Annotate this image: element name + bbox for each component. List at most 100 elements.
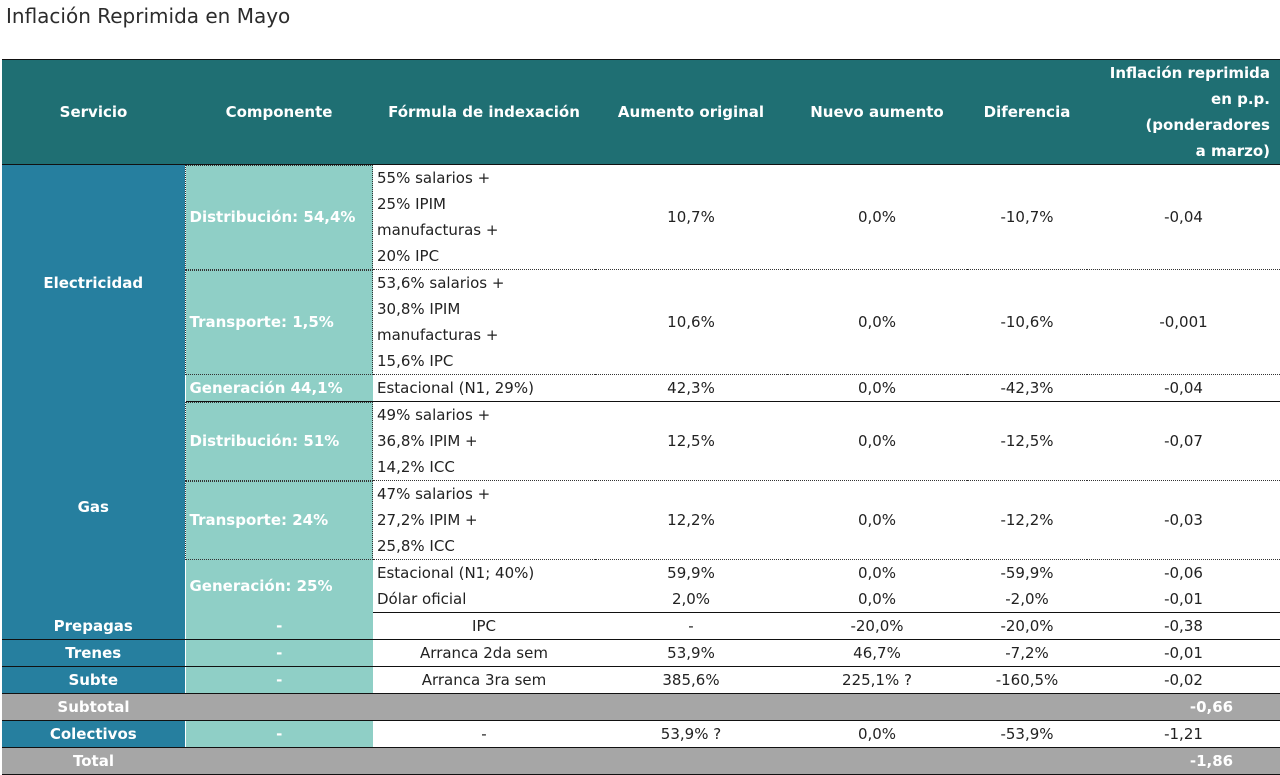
- servicio-electricidad: Electricidad: [2, 164, 186, 402]
- formula-line: 14,2% ICC: [377, 458, 455, 476]
- formula-line: 36,8% IPIM +: [377, 432, 478, 450]
- formula-cell: Estacional (N1, 29%): [373, 374, 595, 402]
- subtotal-spacer: [185, 693, 1087, 721]
- subtotal-label: Subtotal: [2, 693, 185, 721]
- formula-line: 47% salarios +: [377, 485, 491, 503]
- componente-cell: Generación: 25%: [185, 559, 373, 613]
- nuevo-aumento-cell: 0,0%: [857, 564, 897, 582]
- diferencia-cell: -12,5%: [967, 401, 1087, 481]
- aumento-original-cell: 59,9%: [667, 564, 715, 582]
- total-row: Total -1,86: [2, 747, 1280, 775]
- nuevo-aumento-cell: -20,0%: [787, 612, 967, 640]
- inflacion-cell: -0,01: [1087, 586, 1280, 613]
- table-row: Trenes - Arranca 2da sem 53,9% 46,7% -7,…: [2, 639, 1280, 667]
- inflation-table: Servicio Componente Fórmula de indexació…: [2, 59, 1280, 775]
- inflacion-cell: -0,03: [1087, 480, 1280, 560]
- inflacion-cell: -0,001: [1087, 269, 1280, 375]
- formula-cell: Dólar oficial: [373, 586, 595, 613]
- header-inflacion-line3: a marzo): [1195, 142, 1270, 160]
- diferencia-cell: -10,7%: [967, 164, 1087, 270]
- table-row: Transporte: 1,5% 53,6% salarios + 30,8% …: [2, 269, 1280, 375]
- aumento-original-cell: 12,5%: [595, 401, 787, 481]
- subtotal-value: -0,66: [1087, 693, 1280, 721]
- componente-cell: -: [185, 612, 373, 640]
- aumento-original-cell: 10,6%: [595, 269, 787, 375]
- table-row: Subte - Arranca 3ra sem 385,6% 225,1% ? …: [2, 666, 1280, 694]
- header-diferencia: Diferencia: [967, 59, 1087, 165]
- servicio-colectivos: Colectivos: [2, 720, 186, 748]
- componente-cell: -: [185, 720, 373, 748]
- formula-cell: Arranca 3ra sem: [373, 666, 595, 694]
- aumento-original-cell: 385,6%: [595, 666, 787, 694]
- table-row: Colectivos - - 53,9% ? 0,0% -53,9% -1,21: [2, 720, 1280, 748]
- nuevo-aumento-cell: 0,0%: [787, 164, 967, 270]
- componente-cell: Distribución: 51%: [185, 401, 373, 481]
- header-aumento-original: Aumento original: [595, 59, 787, 165]
- componente-cell: -: [185, 639, 373, 667]
- inflacion-cell: -0,38: [1087, 612, 1280, 640]
- formula-line: 25,8% ICC: [377, 537, 455, 555]
- inflacion-cell: -1,21: [1087, 720, 1280, 748]
- total-label: Total: [2, 747, 185, 775]
- componente-cell: Transporte: 1,5%: [185, 269, 373, 375]
- formula-cell: 53,6% salarios + 30,8% IPIM manufacturas…: [373, 269, 595, 375]
- aumento-original-cell: 10,7%: [595, 164, 787, 270]
- formula-cell: 49% salarios + 36,8% IPIM + 14,2% ICC: [373, 401, 595, 481]
- header-servicio: Servicio: [2, 59, 185, 165]
- table-row: Generación 44,1% Estacional (N1, 29%) 42…: [2, 374, 1280, 402]
- diferencia-cell: -53,9%: [967, 720, 1087, 748]
- inflacion-cell: -0,02: [1087, 666, 1280, 694]
- servicio-prepagas: Prepagas: [2, 612, 186, 640]
- nuevo-aumento-cell: 0,0%: [787, 401, 967, 481]
- table-row: Dólar oficial 2,0% 0,0% -2,0% -0,01: [2, 586, 1280, 613]
- formula-cell: 47% salarios + 27,2% IPIM + 25,8% ICC: [373, 480, 595, 560]
- diferencia-cell: -59,9%: [1000, 564, 1054, 582]
- formula-line: manufacturas +: [377, 326, 499, 344]
- inflacion-cell: -0,07: [1087, 401, 1280, 481]
- total-value: -1,86: [1087, 747, 1280, 775]
- servicio-trenes: Trenes: [2, 639, 186, 667]
- header-inflacion-line1: Inflación reprimida: [1109, 64, 1270, 82]
- subtotal-row: Subtotal -0,66: [2, 693, 1280, 721]
- inflacion-cell: -0,06: [1164, 564, 1203, 582]
- formula-cell: IPC: [373, 612, 595, 640]
- componente-cell: Distribución: 54,4%: [185, 164, 373, 270]
- inflacion-cell: -0,04: [1087, 164, 1280, 270]
- nuevo-aumento-cell: 0,0%: [787, 374, 967, 402]
- componente-cell: -: [185, 666, 373, 694]
- aumento-original-cell: 2,0%: [595, 586, 787, 613]
- table-row: Generación: 25% Estacional (N1; 40%) 59,…: [2, 559, 1280, 613]
- header-formula: Fórmula de indexación: [373, 59, 595, 165]
- table-row: Gas Distribución: 51% 49% salarios + 36,…: [2, 401, 1280, 613]
- diferencia-cell: -7,2%: [967, 639, 1087, 667]
- diferencia-cell: -160,5%: [967, 666, 1087, 694]
- inflacion-cell: -0,04: [1087, 374, 1280, 402]
- formula-cell: Estacional (N1; 40%): [377, 564, 535, 582]
- table-header-row: Servicio Componente Fórmula de indexació…: [2, 59, 1280, 165]
- formula-cell: Arranca 2da sem: [373, 639, 595, 667]
- table-row: Electricidad Distribución: 54,4% 55% sal…: [2, 164, 1280, 402]
- aumento-original-cell: 53,9%: [595, 639, 787, 667]
- diferencia-cell: -42,3%: [967, 374, 1087, 402]
- aumento-original-cell: -: [595, 612, 787, 640]
- formula-line: 20% IPC: [377, 247, 440, 265]
- table-row: Prepagas - IPC - -20,0% -20,0% -0,38: [2, 612, 1280, 640]
- header-componente: Componente: [185, 59, 373, 165]
- header-nuevo-aumento: Nuevo aumento: [787, 59, 967, 165]
- aumento-original-cell: 53,9% ?: [595, 720, 787, 748]
- diferencia-cell: -12,2%: [967, 480, 1087, 560]
- formula-cell: -: [373, 720, 595, 748]
- diferencia-cell: -2,0%: [967, 586, 1087, 613]
- componente-cell: Transporte: 24%: [185, 480, 373, 560]
- formula-line: 15,6% IPC: [377, 352, 454, 370]
- page-title: Inflación Reprimida en Mayo: [6, 4, 291, 28]
- aumento-original-cell: 12,2%: [595, 480, 787, 560]
- formula-line: 53,6% salarios +: [377, 274, 505, 292]
- formula-line: 27,2% IPIM +: [377, 511, 478, 529]
- table-row: Transporte: 24% 47% salarios + 27,2% IPI…: [2, 480, 1280, 560]
- nuevo-aumento-cell: 0,0%: [787, 480, 967, 560]
- total-spacer: [185, 747, 1087, 775]
- inflacion-cell: -0,01: [1087, 639, 1280, 667]
- servicio-gas: Gas: [2, 401, 186, 613]
- nuevo-aumento-cell: 46,7%: [787, 639, 967, 667]
